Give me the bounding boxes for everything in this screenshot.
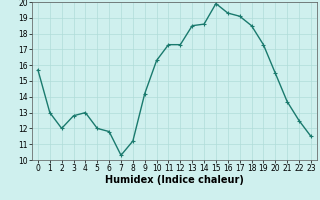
X-axis label: Humidex (Indice chaleur): Humidex (Indice chaleur) (105, 175, 244, 185)
